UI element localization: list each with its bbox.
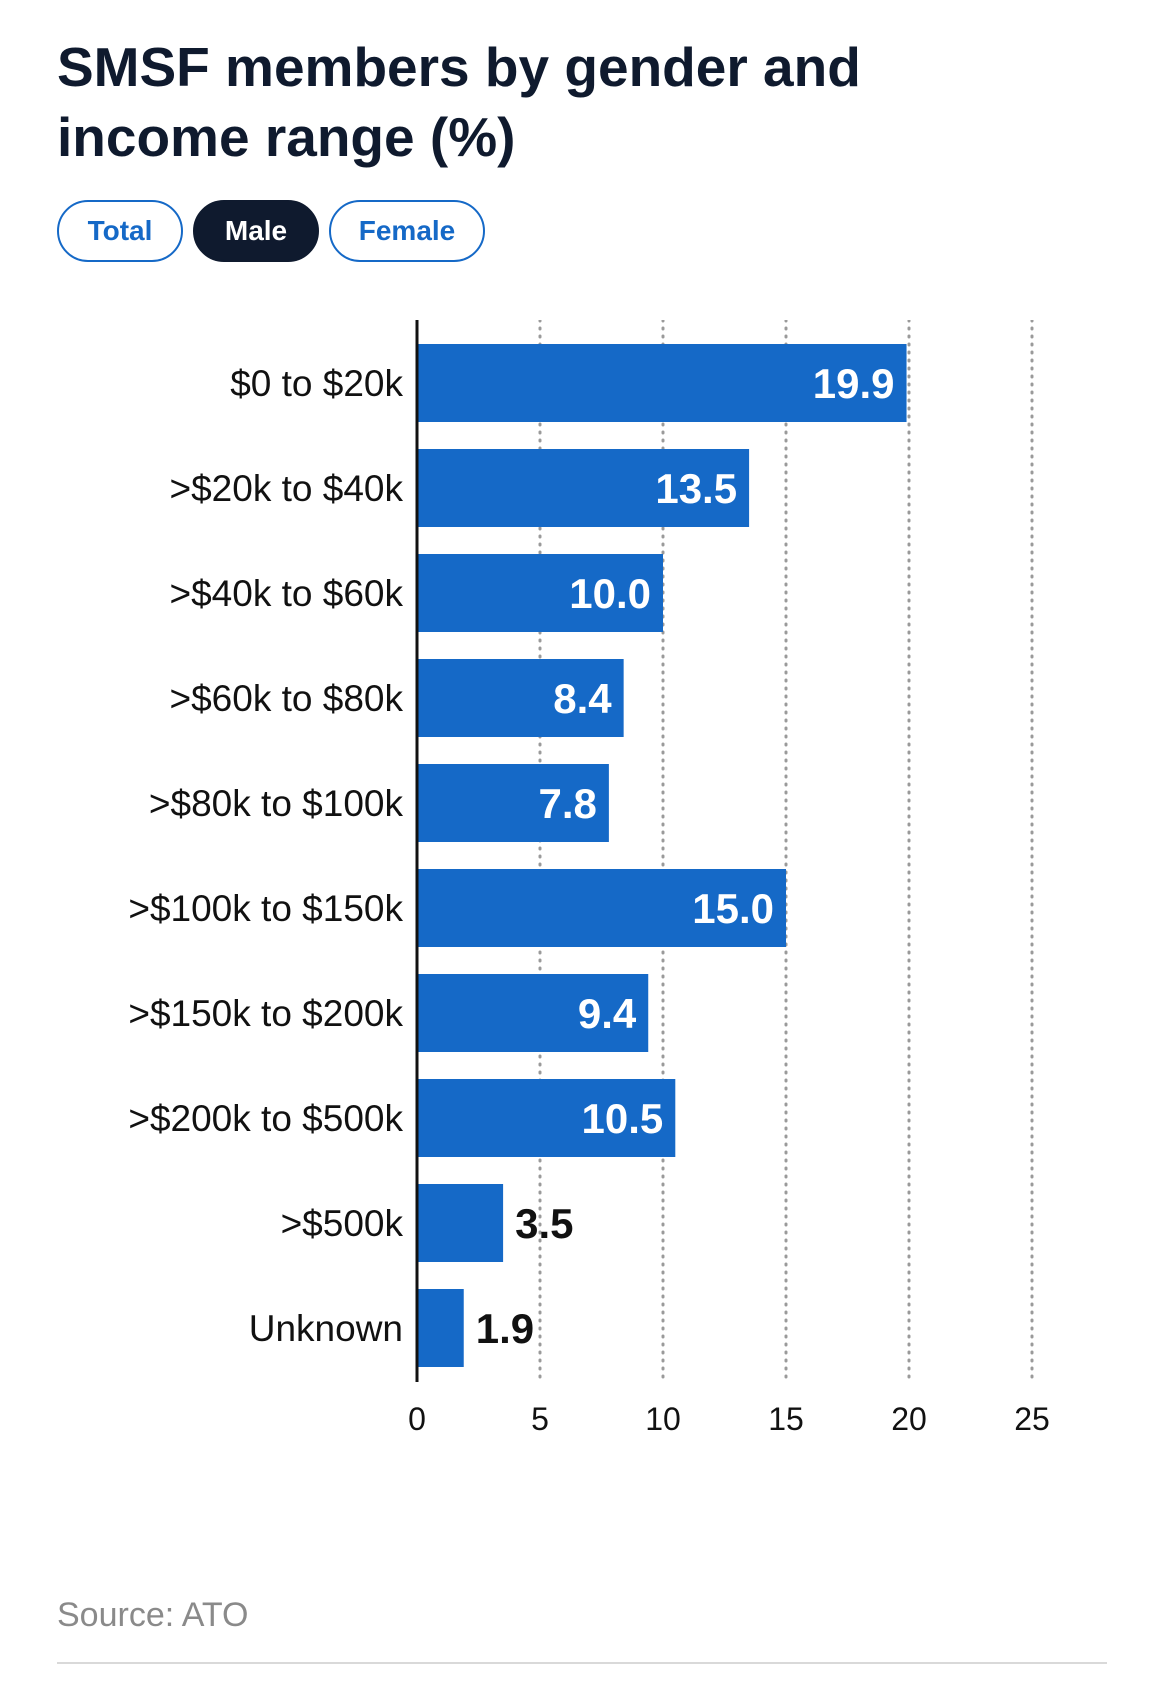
data-label: 10.5 xyxy=(582,1095,664,1142)
x-tick-label: 5 xyxy=(531,1401,549,1437)
bar xyxy=(417,1289,464,1367)
bar-chart: 0 5 10 15 20 25 $0 to $20k 19.9 >$20k to $40k 13.… xyxy=(128,320,1050,1437)
category-label: >$40k to $60k xyxy=(170,573,404,614)
chart-card: SMSF members by gender and income range … xyxy=(57,28,1107,1666)
bar xyxy=(417,554,663,632)
data-label: 9.4 xyxy=(578,990,637,1037)
data-label: 15.0 xyxy=(692,885,774,932)
x-tick-label: 25 xyxy=(1014,1401,1050,1437)
x-tick-label: 0 xyxy=(408,1401,426,1437)
chart-title: SMSF members by gender and income range … xyxy=(57,36,861,168)
category-label: >$100k to $150k xyxy=(128,888,403,929)
data-label: 10.0 xyxy=(569,570,651,617)
bar xyxy=(417,659,624,737)
category-label: >$150k to $200k xyxy=(128,993,403,1034)
bar xyxy=(417,1079,676,1157)
data-label: 13.5 xyxy=(655,465,737,512)
category-label: $0 to $20k xyxy=(230,363,403,404)
bar xyxy=(417,344,907,422)
category-label: >$80k to $100k xyxy=(149,783,404,824)
data-label: 19.9 xyxy=(813,360,895,407)
category-label: >$60k to $80k xyxy=(170,678,404,719)
bar xyxy=(417,764,609,842)
data-label: 3.5 xyxy=(515,1200,573,1247)
tab-total[interactable]: Total xyxy=(57,200,183,262)
divider xyxy=(57,1662,1107,1664)
bar xyxy=(417,974,649,1052)
bar xyxy=(417,1184,504,1262)
category-label: >$500k xyxy=(281,1203,404,1244)
category-label: >$200k to $500k xyxy=(128,1098,403,1139)
data-label: 7.8 xyxy=(538,780,596,827)
data-label: 1.9 xyxy=(476,1305,534,1352)
category-label: >$20k to $40k xyxy=(170,468,404,509)
source-note: Source: ATO xyxy=(57,1596,249,1634)
bar xyxy=(417,869,786,947)
bar xyxy=(417,449,750,527)
data-label: 8.4 xyxy=(553,675,612,722)
x-tick-label: 15 xyxy=(768,1401,804,1437)
x-tick-label: 20 xyxy=(891,1401,927,1437)
tab-female[interactable]: Female xyxy=(329,200,485,262)
category-label: Unknown xyxy=(249,1308,403,1349)
tab-male[interactable]: Male xyxy=(193,200,319,262)
x-tick-label: 10 xyxy=(645,1401,681,1437)
